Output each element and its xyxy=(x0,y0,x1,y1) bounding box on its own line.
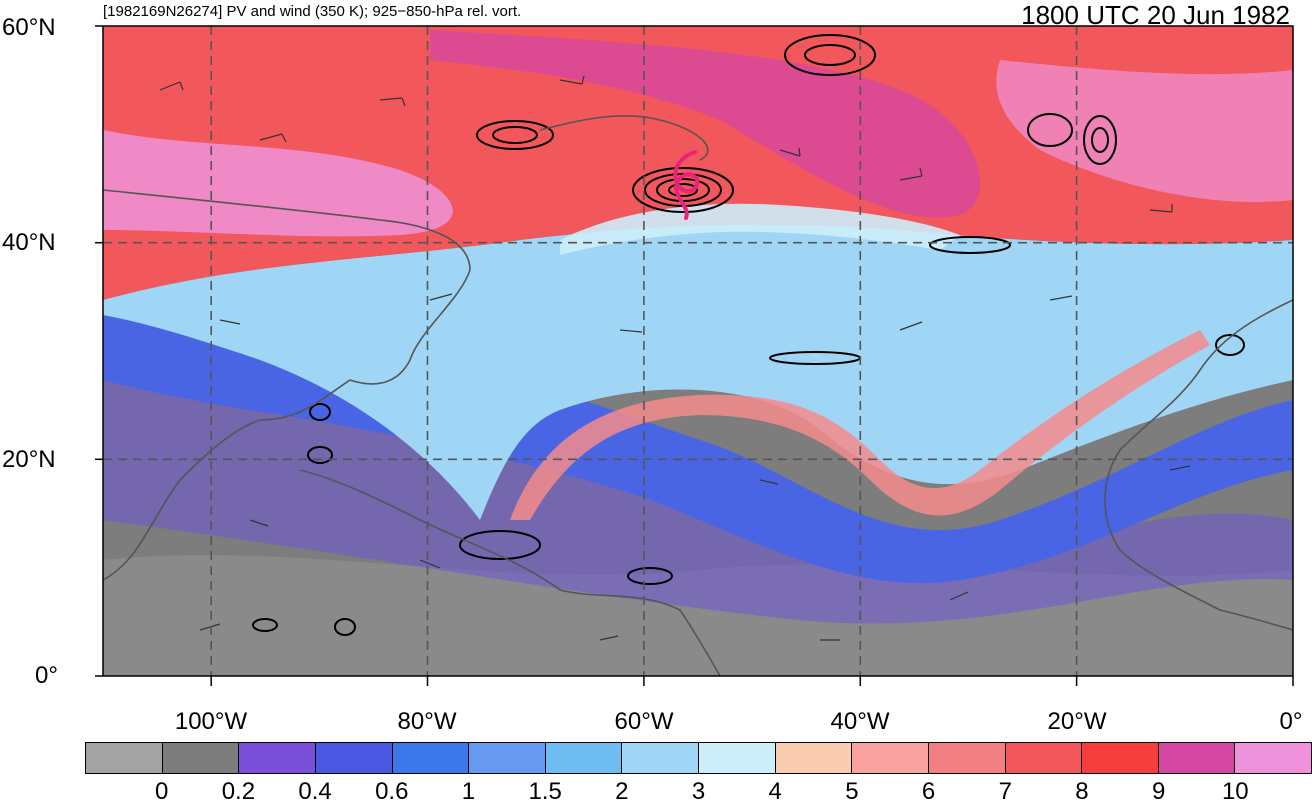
wind-barbs xyxy=(159,75,1191,641)
colorbar-swatch xyxy=(86,743,163,773)
colorbar-swatch xyxy=(622,743,699,773)
lat-label-0: 0° xyxy=(35,662,58,689)
lon-label-80w: 80°W xyxy=(397,708,457,735)
valid-time: 1800 UTC 20 Jun 1982 xyxy=(1021,0,1290,30)
pv-map xyxy=(95,25,1294,686)
lat-label-60n: 60°N xyxy=(2,14,56,41)
axis-ticks xyxy=(95,25,1294,686)
coastlines xyxy=(103,115,1293,676)
colorbar-label: 3 xyxy=(691,778,706,805)
colorbar-swatch xyxy=(775,743,853,773)
pv-colorbar xyxy=(85,742,1312,774)
pv-band-purple xyxy=(103,330,1293,624)
colorbar-swatch xyxy=(852,743,929,773)
lat-label-20n: 20°N xyxy=(2,446,56,473)
colorbar-swatch xyxy=(545,743,623,773)
colorbar-swatch xyxy=(162,743,240,773)
map-frame xyxy=(102,25,1294,677)
pv-band-pink-east xyxy=(996,60,1293,202)
colorbar-label: 6 xyxy=(921,778,936,805)
colorbar-label: 2 xyxy=(615,778,629,805)
vorticity-contours xyxy=(252,34,1245,636)
map-title: [1982169N26274] PV and wind (350 K); 925… xyxy=(103,3,522,20)
colorbar-swatch xyxy=(469,743,546,773)
colorbar-label: 0 xyxy=(155,778,169,805)
colorbar-swatch xyxy=(699,743,776,773)
colorbar-swatch xyxy=(315,743,393,773)
colorbar-label: 1.5 xyxy=(528,778,562,805)
colorbar-label: 5 xyxy=(845,778,859,805)
colorbar-swatch xyxy=(1082,743,1159,773)
lon-label-20w: 20°W xyxy=(1047,708,1107,735)
pv-band-pink xyxy=(103,130,453,237)
colorbar-swatch xyxy=(239,743,316,773)
pv-tongue xyxy=(510,330,1210,520)
colorbar-label: 8 xyxy=(1075,778,1089,805)
tropical-cyclone-icon xyxy=(673,150,700,220)
lon-label-0: 0° xyxy=(1279,708,1303,735)
lon-label-100w: 100°W xyxy=(174,708,248,735)
lon-label-60w: 60°W xyxy=(614,708,674,735)
colorbar-swatch xyxy=(1005,743,1083,773)
lat-lon-grid xyxy=(103,26,1293,676)
colorbar-label: 0.4 xyxy=(298,778,332,805)
lat-label-40n: 40°N xyxy=(2,229,56,256)
colorbar-swatch xyxy=(1158,743,1236,773)
colorbar-swatch xyxy=(928,743,1006,773)
colorbar-label: 9 xyxy=(1151,778,1166,805)
lon-label-40w: 40°W xyxy=(830,708,890,735)
colorbar-label: 7 xyxy=(998,778,1012,805)
colorbar-label: 0.6 xyxy=(375,778,409,805)
pv-band-magenta xyxy=(430,30,980,218)
colorbar-label: 1 xyxy=(461,778,476,805)
colorbar-label: 4 xyxy=(768,778,782,805)
colorbar-swatch xyxy=(392,743,470,773)
pv-cut-band xyxy=(560,203,960,255)
colorbar-swatch xyxy=(1235,743,1311,773)
colorbar-label: 10 xyxy=(1221,778,1249,805)
pv-band-lightblue xyxy=(103,224,1293,520)
colorbar-label: 0.2 xyxy=(221,778,256,805)
